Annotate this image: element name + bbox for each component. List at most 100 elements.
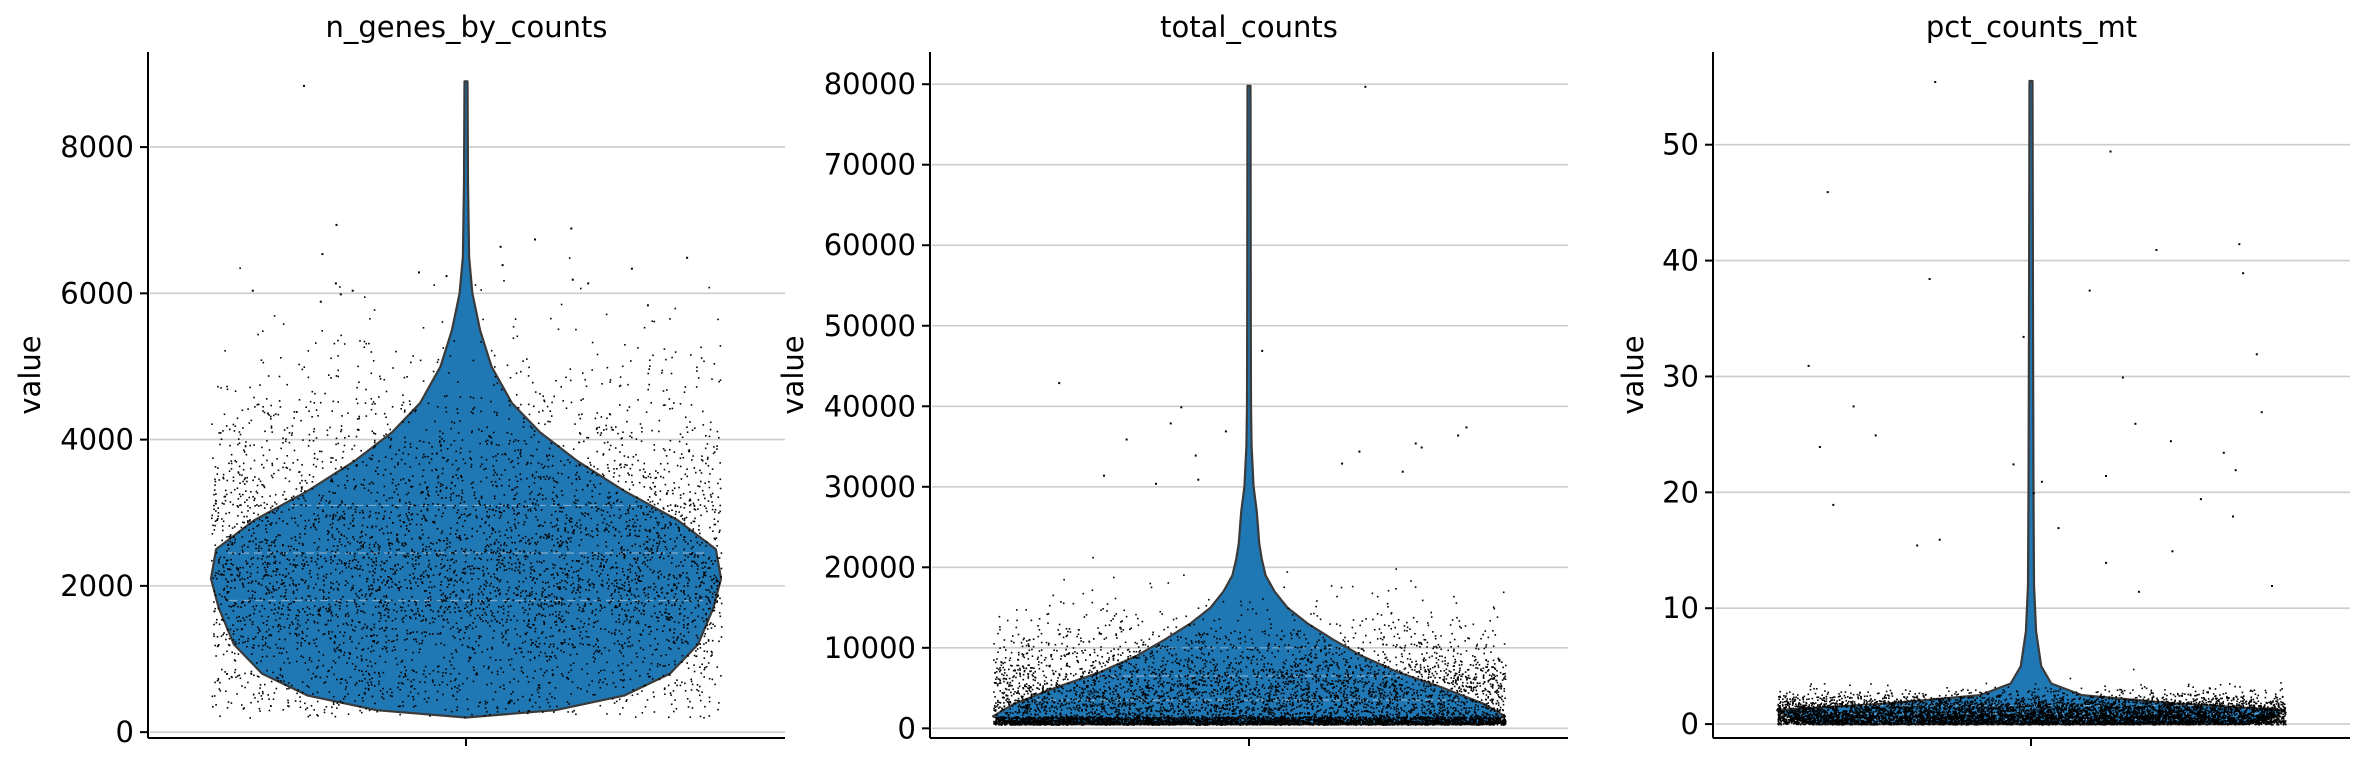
data-point bbox=[693, 467, 696, 469]
data-point bbox=[668, 663, 670, 666]
data-point bbox=[665, 611, 667, 614]
data-point bbox=[317, 514, 319, 517]
data-point bbox=[500, 562, 503, 565]
data-point bbox=[370, 492, 373, 494]
data-point bbox=[494, 375, 497, 378]
data-point bbox=[386, 627, 388, 629]
data-point bbox=[560, 535, 562, 538]
data-point bbox=[415, 612, 417, 615]
data-point bbox=[246, 480, 248, 483]
data-point bbox=[455, 603, 458, 606]
data-point bbox=[656, 665, 659, 668]
data-point bbox=[657, 577, 660, 580]
data-point bbox=[228, 637, 231, 640]
data-point bbox=[341, 501, 343, 504]
data-point bbox=[574, 646, 576, 648]
data-point bbox=[408, 519, 410, 522]
data-point bbox=[232, 605, 234, 607]
data-point bbox=[219, 681, 221, 684]
data-point bbox=[488, 713, 491, 716]
data-point bbox=[443, 656, 445, 659]
data-point bbox=[385, 596, 388, 599]
data-point bbox=[236, 566, 238, 569]
data-point bbox=[216, 618, 218, 621]
data-point bbox=[344, 564, 346, 566]
data-point bbox=[391, 406, 394, 408]
data-point bbox=[588, 597, 590, 600]
data-point bbox=[559, 586, 561, 588]
data-point bbox=[630, 602, 632, 605]
data-point bbox=[513, 513, 515, 515]
data-point bbox=[347, 713, 350, 715]
data-point bbox=[491, 532, 493, 535]
data-point bbox=[613, 534, 616, 537]
data-point bbox=[586, 562, 589, 564]
data-point bbox=[486, 648, 489, 651]
data-point bbox=[674, 517, 677, 519]
data-point bbox=[256, 525, 258, 527]
data-point bbox=[419, 648, 421, 650]
data-point bbox=[503, 688, 505, 690]
data-point bbox=[560, 642, 562, 644]
data-point bbox=[253, 520, 255, 523]
data-point bbox=[613, 702, 616, 704]
data-point bbox=[382, 693, 384, 695]
data-point bbox=[363, 346, 366, 348]
data-point bbox=[700, 357, 703, 359]
data-point bbox=[406, 515, 408, 518]
data-point bbox=[314, 676, 317, 678]
data-point bbox=[678, 564, 680, 567]
data-point bbox=[631, 644, 634, 647]
data-point bbox=[506, 432, 509, 434]
data-point bbox=[344, 688, 347, 690]
data-point bbox=[479, 525, 482, 528]
data-point bbox=[339, 572, 341, 574]
data-point bbox=[459, 638, 461, 641]
data-point bbox=[232, 476, 235, 479]
data-point bbox=[335, 568, 337, 571]
data-point bbox=[371, 454, 374, 457]
data-point bbox=[678, 529, 680, 531]
data-point bbox=[699, 584, 701, 587]
data-point bbox=[513, 648, 516, 650]
data-point bbox=[649, 486, 651, 489]
data-point bbox=[403, 545, 405, 547]
data-point bbox=[302, 637, 304, 640]
data-point bbox=[303, 497, 305, 499]
data-point bbox=[439, 483, 442, 485]
data-point bbox=[298, 583, 300, 586]
data-point bbox=[397, 515, 400, 517]
data-point bbox=[694, 554, 696, 556]
data-point bbox=[257, 403, 260, 406]
data-point bbox=[223, 632, 225, 634]
data-point bbox=[337, 506, 339, 508]
data-point bbox=[573, 501, 575, 504]
data-point bbox=[411, 558, 414, 560]
data-point bbox=[506, 581, 509, 583]
data-point bbox=[610, 506, 613, 509]
data-point bbox=[641, 427, 643, 429]
data-point bbox=[475, 673, 477, 676]
data-point bbox=[452, 475, 454, 478]
data-point bbox=[608, 448, 611, 451]
data-point bbox=[422, 380, 425, 382]
data-point bbox=[450, 577, 453, 580]
data-point bbox=[322, 509, 324, 512]
data-point bbox=[529, 576, 532, 578]
data-point bbox=[509, 557, 512, 560]
data-point bbox=[580, 567, 582, 570]
data-point bbox=[256, 492, 259, 494]
data-point bbox=[691, 707, 694, 709]
data-point bbox=[244, 686, 246, 689]
data-point bbox=[505, 630, 507, 632]
data-point bbox=[454, 602, 457, 604]
data-point bbox=[640, 580, 642, 583]
data-point bbox=[683, 539, 685, 541]
data-point bbox=[316, 573, 319, 576]
data-point bbox=[519, 601, 521, 604]
data-point bbox=[333, 642, 336, 644]
data-point bbox=[371, 526, 373, 529]
data-point bbox=[512, 668, 515, 671]
data-point bbox=[450, 559, 452, 561]
data-point bbox=[611, 698, 614, 700]
